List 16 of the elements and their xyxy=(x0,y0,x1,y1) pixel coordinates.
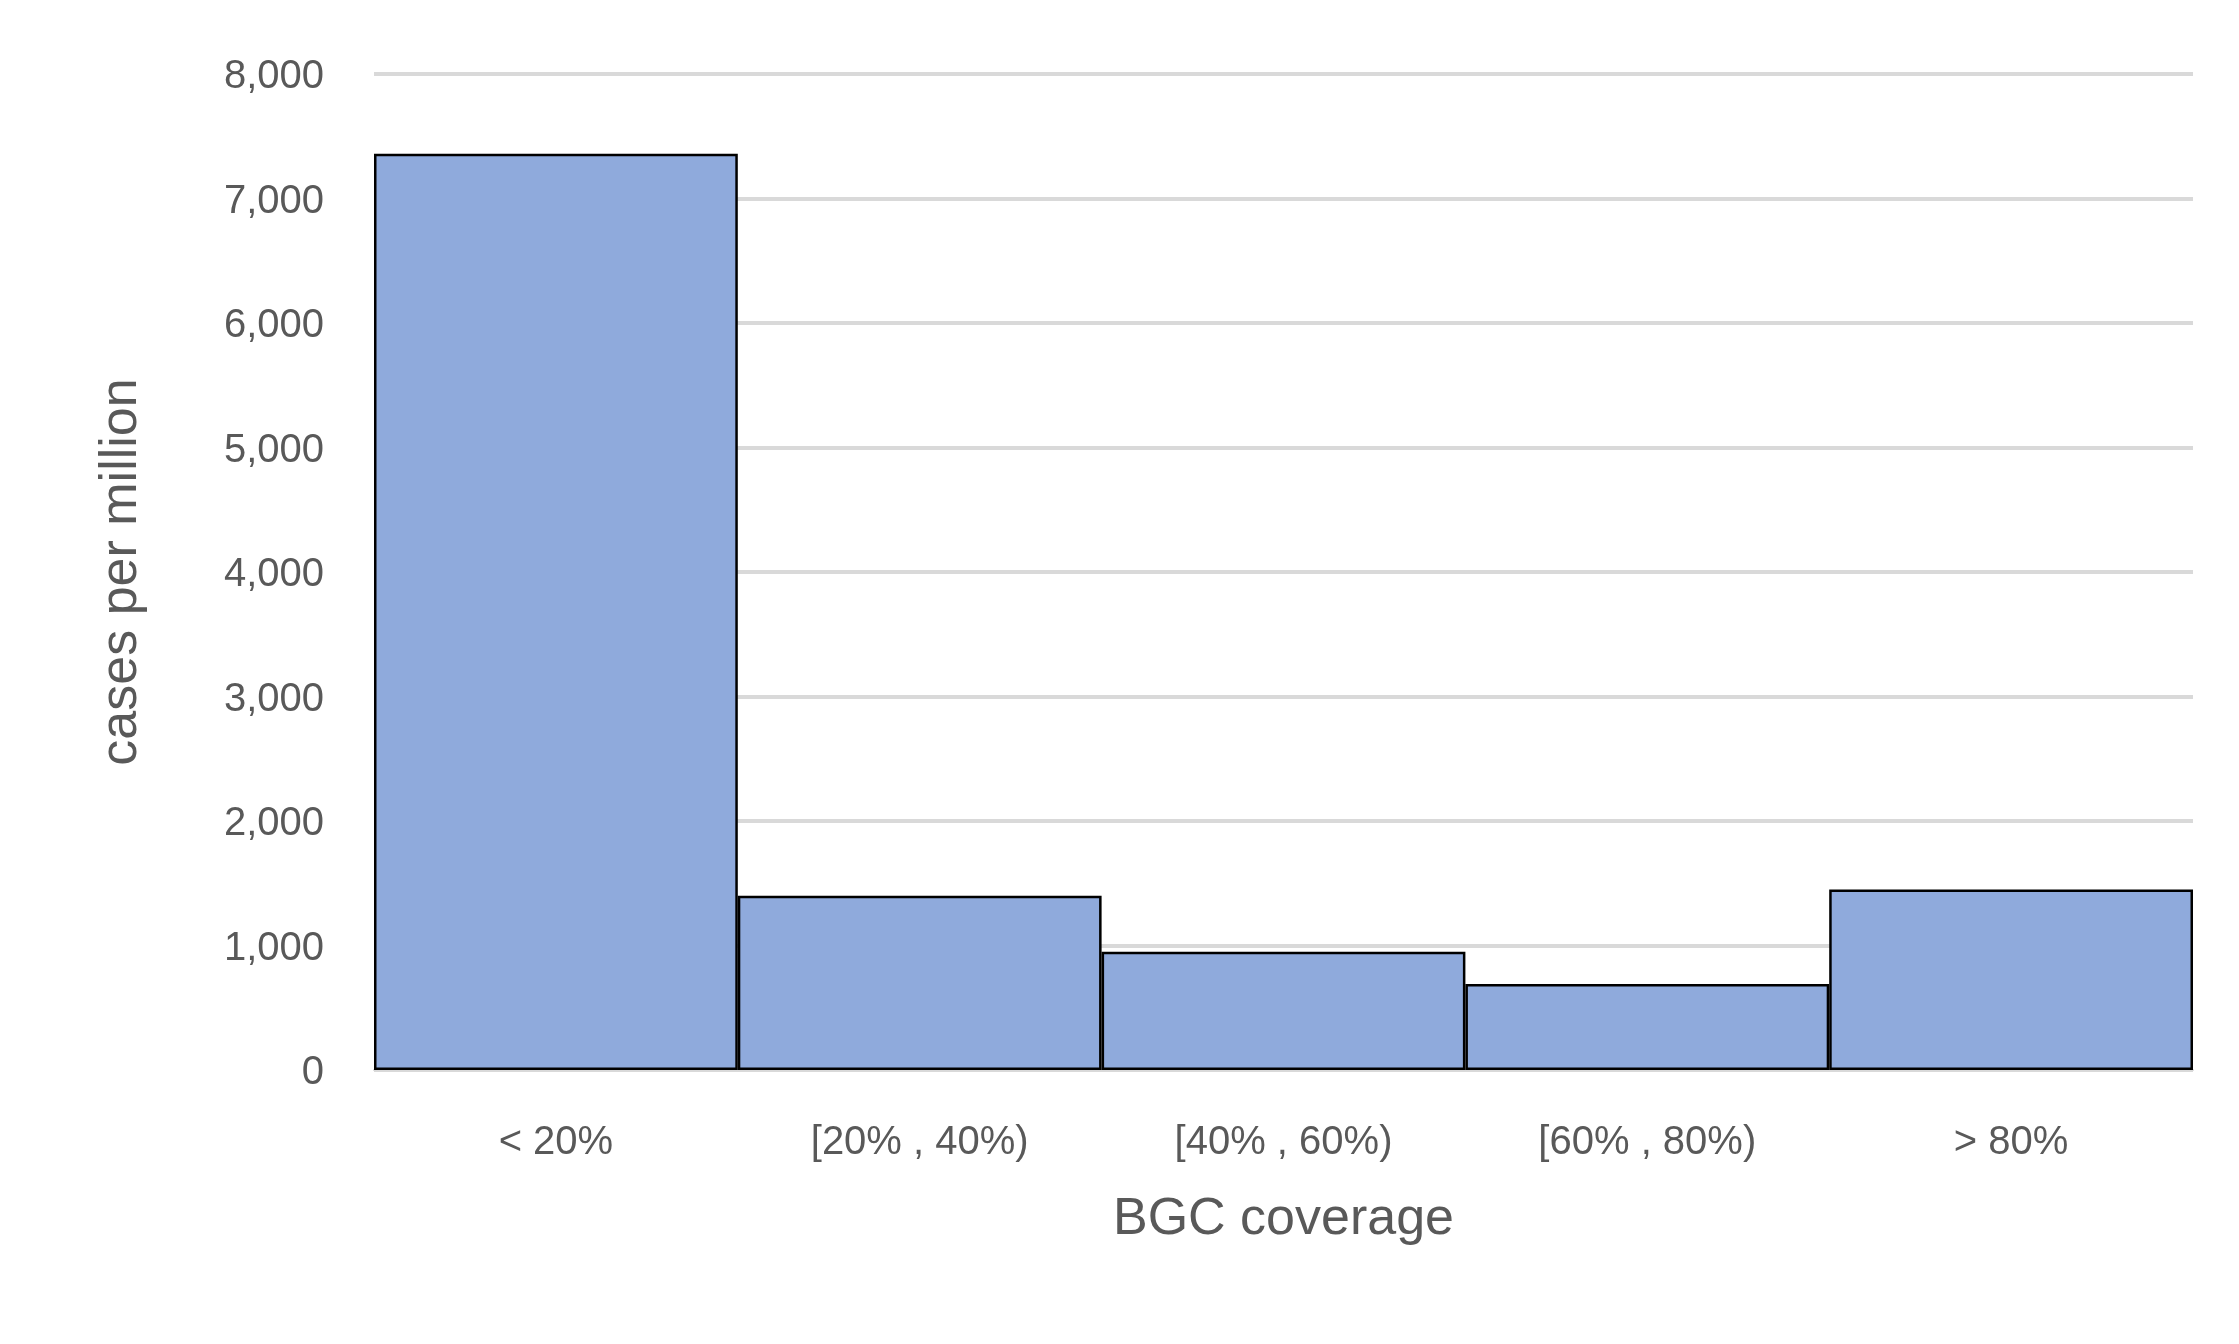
y-tick-label: 0 xyxy=(301,1048,324,1092)
y-tick-label: 1,000 xyxy=(223,923,324,968)
y-axis-title: cases per million xyxy=(89,378,147,766)
x-tick-label: > 80% xyxy=(1953,1118,2069,1162)
x-axis-title: BGC coverage xyxy=(1112,1187,1455,1245)
x-tick-label: [40% , 60%) xyxy=(1174,1118,1393,1162)
y-tick-label: 5,000 xyxy=(223,425,324,470)
y-tick-label: 4,000 xyxy=(223,550,324,594)
y-tick-label: 8,000 xyxy=(223,52,324,96)
x-tick-label: [20% , 40%) xyxy=(810,1118,1029,1162)
y-tick-label: 2,000 xyxy=(223,799,324,843)
y-tick-label: 6,000 xyxy=(223,301,324,345)
x-tick-label: < 20% xyxy=(498,1118,614,1162)
y-tick-label: 7,000 xyxy=(223,176,324,221)
x-tick-label: [60% , 80%) xyxy=(1538,1118,1757,1162)
y-tick-label: 3,000 xyxy=(223,674,324,719)
